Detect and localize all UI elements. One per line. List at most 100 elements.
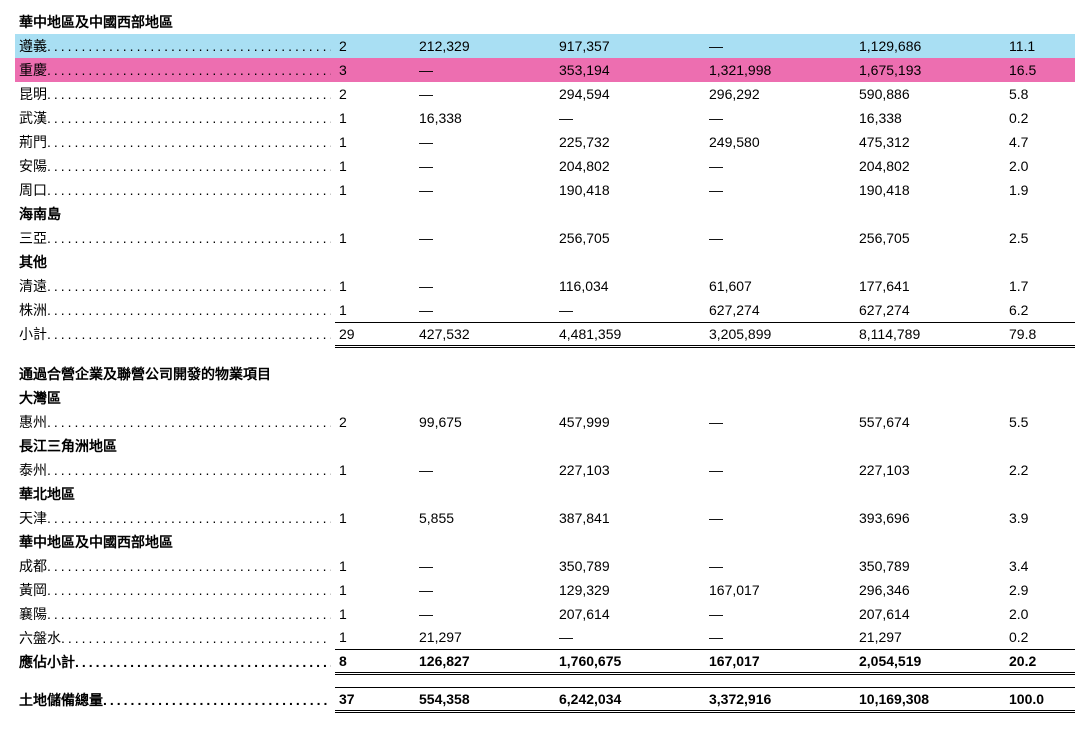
cell-c4: — bbox=[705, 106, 855, 130]
cell-c6: 11.1 bbox=[1005, 34, 1075, 58]
section-title: 大灣區 bbox=[15, 386, 1075, 410]
section-title: 通過合營企業及聯營公司開發的物業項目 bbox=[15, 362, 1075, 386]
cell-c3: 207,614 bbox=[555, 602, 705, 626]
cell-c4: — bbox=[705, 226, 855, 250]
cell-c3: 6,242,034 bbox=[555, 688, 705, 712]
cell-c5: 207,614 bbox=[855, 602, 1005, 626]
cell-c1: 2 bbox=[335, 82, 415, 106]
city-label: 清遠 bbox=[19, 276, 47, 296]
cell-c6: 0.2 bbox=[1005, 626, 1075, 650]
cell-c4: 61,607 bbox=[705, 274, 855, 298]
row-chengdu: 成都......................................… bbox=[15, 554, 1075, 578]
row-huanggang: 黃岡......................................… bbox=[15, 578, 1075, 602]
cell-c2: 99,675 bbox=[415, 410, 555, 434]
cell-c5: 16,338 bbox=[855, 106, 1005, 130]
cell-c2: — bbox=[415, 298, 555, 322]
row-qingyuan: 清遠......................................… bbox=[15, 274, 1075, 298]
cell-c2: — bbox=[415, 226, 555, 250]
cell-c1: 2 bbox=[335, 410, 415, 434]
cell-c6: 2.2 bbox=[1005, 458, 1075, 482]
row-anyang: 安陽......................................… bbox=[15, 154, 1075, 178]
cell-c2: 21,297 bbox=[415, 626, 555, 650]
cell-c5: 2,054,519 bbox=[855, 650, 1005, 674]
cell-c3: 353,194 bbox=[555, 58, 705, 82]
cell-c6: 4.7 bbox=[1005, 130, 1075, 154]
cell-c4: — bbox=[705, 154, 855, 178]
cell-c3: — bbox=[555, 626, 705, 650]
cell-c3: 116,034 bbox=[555, 274, 705, 298]
cell-c5: 227,103 bbox=[855, 458, 1005, 482]
cell-c1: 1 bbox=[335, 178, 415, 202]
cell-c2: 16,338 bbox=[415, 106, 555, 130]
cell-c4: 1,321,998 bbox=[705, 58, 855, 82]
dots-leader: ........................................… bbox=[47, 510, 331, 530]
cell-c2: — bbox=[415, 578, 555, 602]
cell-c6: 0.2 bbox=[1005, 106, 1075, 130]
cell-c1: 1 bbox=[335, 106, 415, 130]
cell-c3: 457,999 bbox=[555, 410, 705, 434]
city-label: 天津 bbox=[19, 508, 47, 528]
cell-c5: 1,129,686 bbox=[855, 34, 1005, 58]
cell-c4: — bbox=[705, 178, 855, 202]
dots-leader: ........................................… bbox=[75, 654, 331, 674]
cell-c1: 29 bbox=[335, 322, 415, 346]
section-header-hainan: 海南島 bbox=[15, 202, 1075, 226]
cell-c2: — bbox=[415, 178, 555, 202]
cell-c1: 1 bbox=[335, 154, 415, 178]
dots-leader: ........................................… bbox=[47, 302, 331, 322]
city-label: 三亞 bbox=[19, 228, 47, 248]
cell-c3: 190,418 bbox=[555, 178, 705, 202]
cell-c6: 2.0 bbox=[1005, 154, 1075, 178]
cell-c6: 100.0 bbox=[1005, 688, 1075, 712]
cell-c2: 554,358 bbox=[415, 688, 555, 712]
row-zhuzhou: 株洲......................................… bbox=[15, 298, 1075, 322]
dots-leader: ........................................… bbox=[47, 606, 331, 626]
cell-c5: 177,641 bbox=[855, 274, 1005, 298]
cell-c1: 1 bbox=[335, 602, 415, 626]
city-label: 周口 bbox=[19, 180, 47, 200]
row-kunming: 昆明......................................… bbox=[15, 82, 1075, 106]
cell-c3: 225,732 bbox=[555, 130, 705, 154]
section-header-dawan: 大灣區 bbox=[15, 386, 1075, 410]
section-header-jv: 通過合營企業及聯營公司開發的物業項目 bbox=[15, 362, 1075, 386]
city-label: 荊門 bbox=[19, 132, 47, 152]
cell-c5: 296,346 bbox=[855, 578, 1005, 602]
cell-c2: — bbox=[415, 554, 555, 578]
cell-c5: 350,789 bbox=[855, 554, 1005, 578]
row-xiangyang: 襄陽......................................… bbox=[15, 602, 1075, 626]
dots-leader: ........................................… bbox=[47, 62, 331, 82]
cell-c6: 20.2 bbox=[1005, 650, 1075, 674]
cell-c4: — bbox=[705, 34, 855, 58]
cell-c2: 427,532 bbox=[415, 322, 555, 346]
cell-c5: 590,886 bbox=[855, 82, 1005, 106]
row-taizhou: 泰州......................................… bbox=[15, 458, 1075, 482]
city-label: 襄陽 bbox=[19, 604, 47, 624]
cell-c4: — bbox=[705, 626, 855, 650]
row-grand-total: 土地儲備總量..................................… bbox=[15, 688, 1075, 712]
section-title: 華北地區 bbox=[15, 482, 1075, 506]
dots-leader: ........................................… bbox=[47, 182, 331, 202]
city-label: 重慶 bbox=[19, 60, 47, 80]
cell-c4: 3,372,916 bbox=[705, 688, 855, 712]
cell-c4: — bbox=[705, 410, 855, 434]
cell-c5: 557,674 bbox=[855, 410, 1005, 434]
cell-c5: 10,169,308 bbox=[855, 688, 1005, 712]
cell-c5: 1,675,193 bbox=[855, 58, 1005, 82]
cell-c3: 1,760,675 bbox=[555, 650, 705, 674]
cell-c3: — bbox=[555, 106, 705, 130]
cell-c4: 167,017 bbox=[705, 578, 855, 602]
cell-c5: 475,312 bbox=[855, 130, 1005, 154]
section-header-central-west-2: 華中地區及中國西部地區 bbox=[15, 530, 1075, 554]
cell-c6: 3.9 bbox=[1005, 506, 1075, 530]
row-subtotal-2: 應佔小計....................................… bbox=[15, 650, 1075, 674]
dots-leader: ........................................… bbox=[47, 326, 331, 346]
cell-c2: — bbox=[415, 602, 555, 626]
cell-c4: — bbox=[705, 458, 855, 482]
dots-leader: ........................................… bbox=[47, 134, 331, 154]
cell-c2: — bbox=[415, 154, 555, 178]
cell-c4: 167,017 bbox=[705, 650, 855, 674]
dots-leader: ........................................… bbox=[47, 462, 331, 482]
cell-c3: 204,802 bbox=[555, 154, 705, 178]
cell-c5: 8,114,789 bbox=[855, 322, 1005, 346]
row-wuhan: 武漢......................................… bbox=[15, 106, 1075, 130]
